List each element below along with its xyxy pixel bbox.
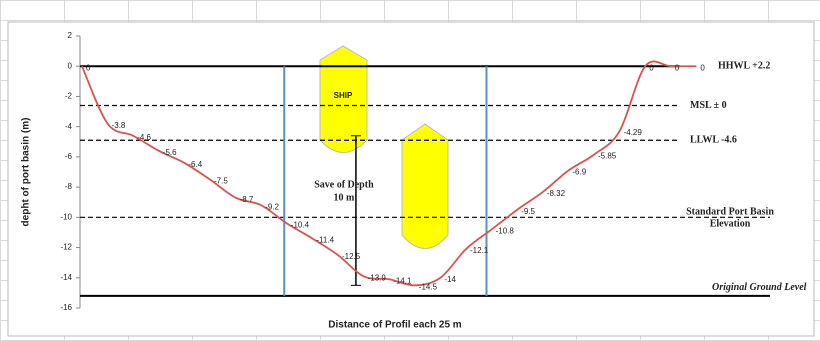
data-label: -6.9 — [572, 168, 586, 177]
reference-label: Standard Port Basin — [686, 207, 774, 218]
data-label: -8.32 — [547, 189, 566, 198]
reference-label: Elevation — [710, 219, 751, 230]
y-tick-label: 2 — [68, 31, 73, 40]
reference-label: HHWL +2.2 — [718, 61, 770, 72]
ship-shape — [319, 45, 368, 153]
data-label: -7.5 — [214, 177, 228, 186]
data-label: -6.4 — [188, 160, 202, 169]
data-label: -8.7 — [240, 195, 254, 204]
profile-line — [81, 60, 697, 287]
reference-label: LLWL -4.6 — [690, 135, 737, 146]
data-label: -5.85 — [598, 152, 617, 161]
data-label: -5.6 — [163, 148, 177, 157]
data-label: -3.8 — [112, 121, 126, 130]
data-label: -14.5 — [419, 282, 438, 291]
y-tick-label: -12 — [60, 243, 72, 252]
y-tick-label: -8 — [65, 182, 73, 191]
y-tick-label: -16 — [60, 303, 72, 312]
y-tick-label: -4 — [65, 122, 73, 131]
reference-label: MSL ± 0 — [690, 100, 727, 111]
data-label: 0 — [86, 63, 91, 72]
y-tick-label: 0 — [68, 61, 73, 70]
y-axis-label: depht of port basin (m) — [21, 118, 32, 227]
data-label: -14 — [444, 275, 456, 284]
data-label: -13.9 — [368, 273, 387, 282]
data-label: -12.1 — [470, 246, 489, 255]
ship-shape — [401, 123, 449, 249]
depth-label: Save of Depth — [314, 179, 374, 190]
data-label: -9.5 — [521, 207, 535, 216]
data-label: -4.6 — [137, 133, 151, 142]
x-axis-label: Distance of Profil each 25 m — [328, 320, 461, 331]
data-label: 0 — [675, 63, 680, 72]
data-label: -12.5 — [342, 252, 361, 261]
data-label: 0 — [649, 63, 654, 72]
data-label: 0 — [700, 63, 705, 72]
y-tick-label: -2 — [65, 92, 73, 101]
data-label: -11.4 — [316, 236, 334, 245]
data-label: -4.29 — [624, 128, 643, 137]
depth-label: 10 m — [333, 192, 355, 203]
y-tick-label: -6 — [65, 152, 73, 161]
y-tick-label: -14 — [60, 273, 72, 282]
data-label: -10.4 — [291, 220, 310, 229]
data-label: -9.2 — [265, 202, 279, 211]
data-label: -10.8 — [496, 227, 515, 236]
y-tick-label: -10 — [60, 212, 72, 221]
reference-label: Original Ground Level — [712, 282, 807, 293]
data-label: -14.1 — [393, 276, 412, 285]
ship-label: SHIP — [334, 91, 353, 100]
